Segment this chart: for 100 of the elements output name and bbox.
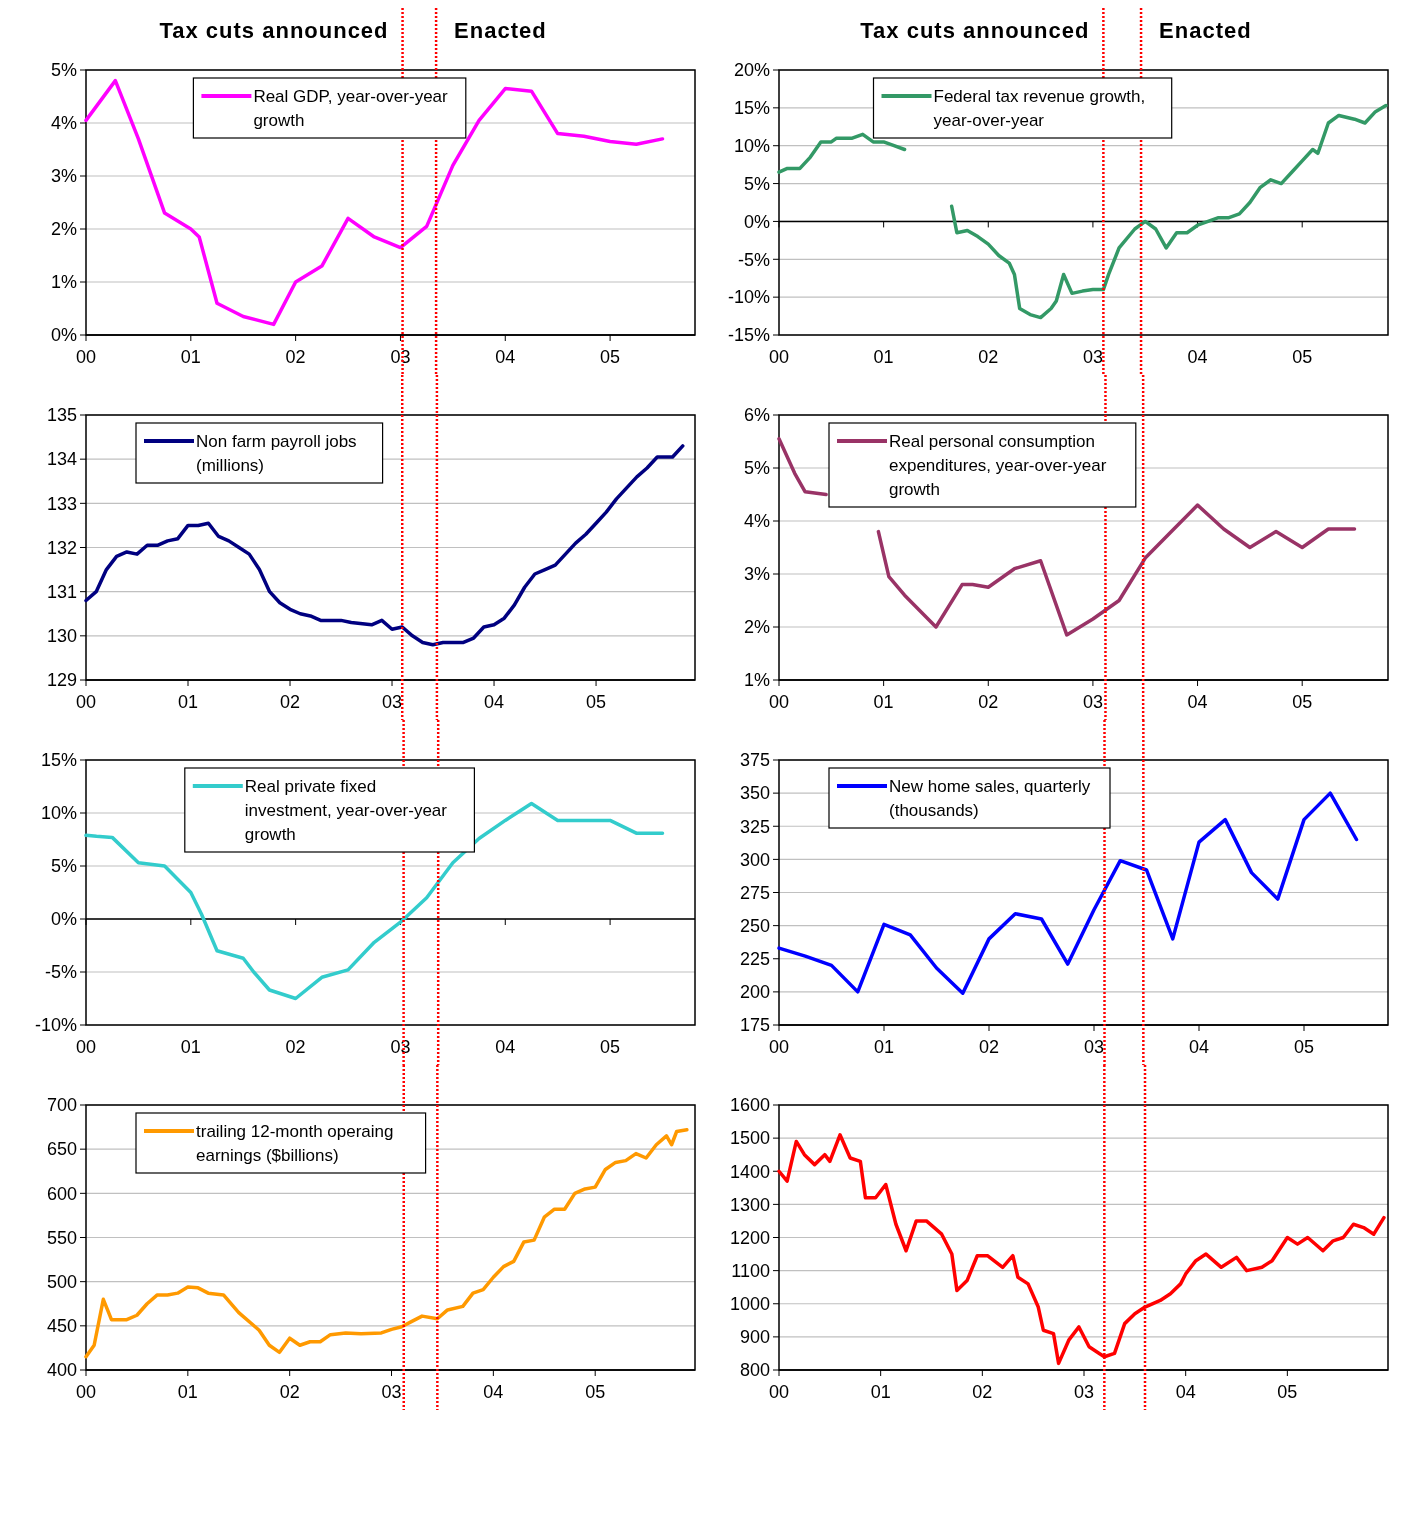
- y-tick-label: 20%: [733, 60, 770, 81]
- y-tick-label: 175: [739, 1015, 770, 1036]
- legend-label: New home sales, quarterly (thousands): [889, 776, 1091, 820]
- x-tick-label: 00: [75, 1382, 97, 1402]
- y-tick-label: -5%: [44, 962, 77, 983]
- x-tick-label: 04: [495, 347, 516, 367]
- y-tick-label: -10%: [727, 287, 770, 308]
- x-tick-label: 05: [1293, 1037, 1315, 1057]
- y-tick-label: 0%: [743, 211, 770, 232]
- ref-line-label: Enacted: [1159, 18, 1252, 43]
- x-tick-label: 00: [75, 1037, 97, 1057]
- x-tick-label: 05: [1292, 692, 1313, 712]
- line-series: [84, 801, 665, 1001]
- y-tick-label: 132: [46, 537, 77, 558]
- x-tick-label: 00: [768, 1037, 790, 1057]
- y-tick-label: 1600: [729, 1095, 770, 1116]
- x-tick-label: 01: [180, 1037, 201, 1057]
- x-tick-label: 05: [1277, 1382, 1298, 1402]
- line-series: [84, 1127, 689, 1359]
- y-tick-label: 600: [46, 1183, 77, 1204]
- y-tick-label: 900: [739, 1327, 770, 1348]
- x-tick-label: 03: [1083, 1037, 1105, 1057]
- x-tick-label: 03: [1082, 692, 1103, 712]
- y-tick-label: 225: [739, 949, 770, 970]
- x-tick-label: 01: [177, 1382, 198, 1402]
- x-tick-label: 01: [870, 1382, 891, 1402]
- y-tick-label: 5%: [743, 458, 770, 479]
- legend-label: Non farm payroll jobs (millions): [196, 431, 357, 475]
- y-tick-label: 1300: [729, 1194, 770, 1215]
- x-tick-label: 01: [873, 347, 894, 367]
- y-tick-label: 350: [739, 783, 770, 804]
- x-tick-label: 02: [972, 1382, 993, 1402]
- ref-line-label: Tax cuts announced: [159, 18, 389, 43]
- x-tick-label: 03: [1082, 347, 1103, 367]
- y-tick-label: 130: [46, 626, 77, 647]
- x-tick-label: 02: [978, 347, 999, 367]
- x-tick-label: 02: [279, 1382, 300, 1402]
- x-tick-label: 03: [381, 1382, 402, 1402]
- x-tick-label: 02: [978, 692, 999, 712]
- x-tick-label: 01: [873, 692, 894, 712]
- y-tick-label: 375: [739, 750, 770, 771]
- y-tick-label: 1100: [731, 1260, 770, 1281]
- ref-line-label: Enacted: [454, 18, 547, 43]
- y-tick-label: -15%: [727, 325, 770, 346]
- y-tick-label: 450: [46, 1316, 77, 1337]
- x-tick-label: 03: [1073, 1382, 1095, 1402]
- y-tick-label: 2%: [743, 617, 770, 638]
- x-tick-label: 05: [600, 347, 621, 367]
- y-tick-label: 250: [739, 915, 770, 936]
- y-tick-label: 800: [739, 1360, 770, 1381]
- y-tick-label: 400: [46, 1360, 77, 1381]
- x-tick-label: 04: [483, 1382, 504, 1402]
- y-tick-label: 1%: [50, 272, 77, 293]
- y-tick-label: 3%: [50, 166, 77, 187]
- y-tick-label: 134: [46, 449, 77, 470]
- y-tick-label: 4%: [743, 511, 770, 532]
- x-tick-label: 04: [1187, 692, 1208, 712]
- x-tick-label: 05: [1292, 347, 1313, 367]
- y-tick-label: 200: [739, 982, 770, 1003]
- x-tick-label: 01: [873, 1037, 895, 1057]
- x-tick-label: 05: [586, 692, 607, 712]
- ref-line-label: Tax cuts announced: [860, 18, 1090, 43]
- legend-label: Real private fixed investment, year-over-year growth: [244, 776, 448, 844]
- x-tick-label: 04: [1188, 1037, 1210, 1057]
- x-tick-label: 04: [495, 1037, 516, 1057]
- x-tick-label: 01: [177, 692, 199, 712]
- x-tick-label: 05: [585, 1382, 606, 1402]
- x-tick-label: 00: [768, 692, 790, 712]
- y-tick-label: 6%: [743, 405, 770, 426]
- x-tick-label: 04: [1187, 347, 1208, 367]
- y-tick-label: -10%: [34, 1015, 77, 1036]
- y-tick-label: 500: [46, 1271, 77, 1292]
- y-tick-label: 10%: [733, 136, 770, 157]
- line-series: [84, 78, 665, 327]
- legend-label: Federal tax revenue growth, year-over-year: [933, 86, 1146, 130]
- legend-label: Real personal consumption expenditures, year-over-year growth: [889, 431, 1107, 499]
- y-tick-label: 0%: [50, 325, 77, 346]
- y-tick-label: 15%: [40, 750, 77, 771]
- y-tick-label: 1500: [729, 1128, 770, 1149]
- y-tick-label: 1400: [729, 1161, 770, 1182]
- y-tick-label: 275: [739, 882, 770, 903]
- y-tick-label: 131: [46, 581, 77, 602]
- x-tick-label: 04: [484, 692, 505, 712]
- x-tick-label: 02: [285, 347, 306, 367]
- x-tick-label: 03: [390, 347, 411, 367]
- y-tick-label: 1000: [729, 1294, 770, 1315]
- x-tick-label: 02: [280, 692, 301, 712]
- x-tick-label: 01: [180, 347, 201, 367]
- y-tick-label: 2%: [50, 219, 77, 240]
- y-tick-label: 1%: [743, 670, 770, 691]
- y-tick-label: 129: [46, 670, 77, 691]
- y-tick-label: 1200: [729, 1227, 770, 1248]
- y-tick-label: 3%: [743, 564, 770, 585]
- y-tick-label: 133: [46, 493, 77, 514]
- x-tick-label: 03: [382, 692, 403, 712]
- y-tick-label: 700: [46, 1095, 77, 1116]
- y-tick-label: 4%: [50, 113, 77, 134]
- x-tick-label: 00: [768, 1382, 790, 1402]
- y-tick-label: 550: [46, 1227, 77, 1248]
- y-tick-label: 5%: [743, 173, 770, 194]
